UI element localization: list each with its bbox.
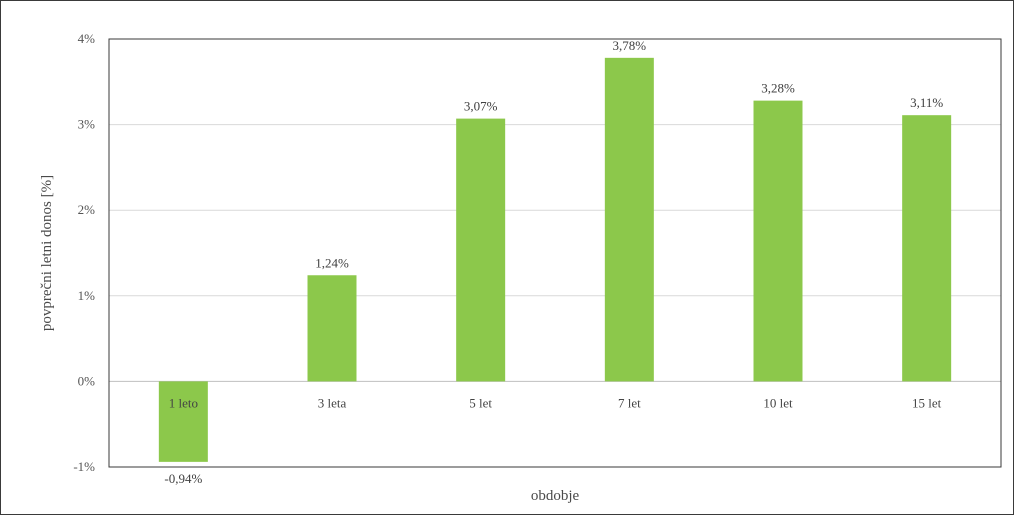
y-tick-label: 0%	[78, 373, 96, 388]
y-tick-label: -1%	[73, 459, 95, 474]
y-tick-label: 3%	[78, 117, 96, 132]
bar	[753, 100, 803, 382]
plot-area-border	[108, 38, 1002, 468]
y-tick-label: 2%	[78, 202, 96, 217]
bar	[604, 57, 654, 382]
data-label: 3,78%	[613, 38, 647, 53]
labels: 4% 3% 2% 1% 0% -1% 1 leto -0,94% 3 leta 1,24% 5 le…	[73, 31, 943, 486]
bars	[158, 57, 952, 462]
data-label: -0,94%	[164, 471, 202, 486]
bar	[307, 275, 357, 382]
bar	[902, 115, 952, 382]
data-label: 3,07%	[464, 99, 498, 114]
category-label: 15 let	[912, 395, 942, 410]
y-tick-label: 1%	[78, 288, 96, 303]
data-label: 3,11%	[910, 95, 943, 110]
category-label: 5 let	[469, 395, 492, 410]
category-label: 1 leto	[169, 395, 198, 410]
category-label: 10 let	[763, 395, 793, 410]
category-label: 7 let	[618, 395, 641, 410]
data-label: 1,24%	[315, 255, 349, 270]
bar	[456, 118, 506, 382]
grid-lines	[109, 124, 1001, 382]
bar	[158, 381, 208, 462]
y-tick-label: 4%	[78, 31, 96, 46]
category-label: 3 leta	[318, 395, 347, 410]
data-label: 3,28%	[761, 81, 795, 96]
y-axis-title: povprečni letni donos [%]	[39, 175, 55, 331]
x-axis-title: obdobje	[531, 488, 580, 504]
